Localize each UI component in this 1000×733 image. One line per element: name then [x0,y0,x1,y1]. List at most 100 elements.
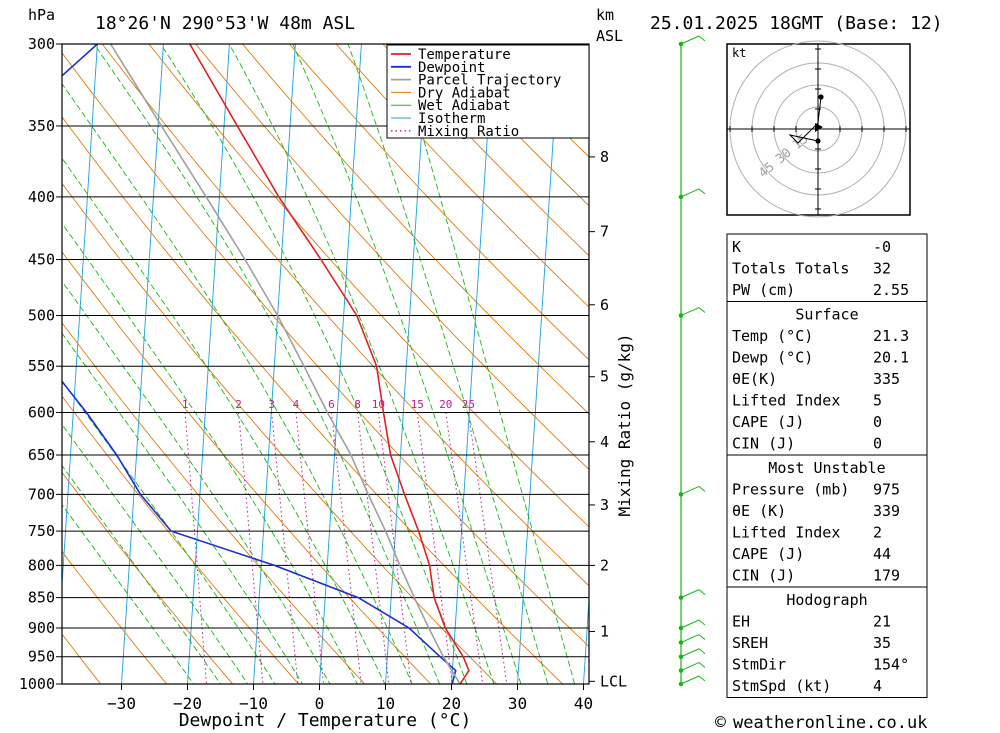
parcel-trajectory-line [109,44,461,684]
indices-value: 0 [873,413,882,431]
wind-barb [680,634,706,644]
indices-label: StmDir [732,656,786,674]
x-tick-label: 40 [574,694,593,713]
indices-label: θE(K) [732,370,777,388]
mixing-ratio-line [445,412,484,684]
height-unit-label: km [596,6,614,24]
wet-adiabat-line [93,44,441,684]
mixing-ratio-line [357,412,390,684]
x-tick-label: −10 [239,694,268,713]
indices-value: 179 [873,567,900,585]
x-tick-label: −30 [107,694,136,713]
mixing-ratio-axis-label: Mixing Ratio (g/kg) [615,333,634,516]
indices-label: CAPE (J) [732,413,804,431]
pressure-tick-label: 500 [28,307,55,325]
profile-lines [62,44,470,684]
wind-profile [678,35,706,687]
indices-value: 44 [873,545,891,563]
mixing-ratio-line [377,412,412,684]
dry-adiabat-line [241,44,589,415]
indices-box [726,586,928,698]
pressure-unit-label: hPa [28,6,55,24]
height-tick-label: 1 [600,623,609,641]
plot-frame [61,43,590,685]
copyright-symbol: © [715,712,726,733]
wet-adiabat-line [62,280,331,684]
isotherm-line [385,44,428,684]
dewpoint-line [62,44,457,684]
indices-box [726,301,928,456]
dry-adiabat-line [62,395,300,684]
indices-value: 335 [873,370,900,388]
indices-label: EH [732,613,750,631]
mixing-ratio-label: 4 [293,398,300,411]
mixing-ratio-label: 20 [439,398,452,411]
isotherm-line [121,44,164,684]
indices-box [726,454,928,588]
pressure-tick-label: 450 [28,251,55,269]
lcl-label: LCL [600,672,627,690]
x-tick-label: 0 [315,694,325,713]
mixing-ratio-label: 25 [462,398,475,411]
legend-label: Dewpoint [418,60,485,76]
legend-label: Isotherm [418,111,485,127]
indices-value: 975 [873,481,900,499]
hodograph-trace [788,96,822,144]
indices-label: Lifted Index [732,524,840,542]
hodograph-point [815,138,821,144]
indices-value: 0 [873,435,882,453]
wet-adiabat-line [62,423,249,684]
dry-adiabat-line [101,44,589,587]
pressure-tick-label: 350 [28,117,55,135]
indices-label: Temp (°C) [732,327,813,345]
wind-barb [680,662,706,671]
x-tick-label: 30 [508,694,527,713]
wind-barb [680,589,706,599]
wet-adiabat-line [160,44,468,684]
mixing-ratio-line [184,412,207,684]
indices-label: θE (K) [732,502,786,520]
dry-adiabat-line [195,44,589,471]
pressure-tick-label: 800 [28,556,55,574]
legend-label: Temperature [418,47,511,63]
dry-adiabat-line [62,633,102,684]
x-tick-label: −20 [173,694,202,713]
height-unit-label-2: ASL [596,27,623,45]
wind-barb [680,619,706,629]
legend-label: Mixing Ratio [418,124,519,140]
storm-motion-marker [815,123,823,132]
isotherm-line [0,44,31,684]
mixing-ratio-label: 2 [235,398,242,411]
mixing-ratio-label: 1 [182,398,189,411]
dry-adiabat-line [62,251,432,684]
wet-adiabat-line [62,464,222,684]
dry-adiabat-line [62,471,234,684]
indices-label: CIN (J) [732,435,795,453]
mixing-ratio-line [238,412,264,684]
mixing-ratio-line [330,412,362,684]
wind-barb [680,675,706,685]
mixing-ratio-line [271,412,299,684]
indices-value: 4 [873,677,882,695]
height-tick-label: 5 [600,368,609,386]
isotherm-line [451,44,494,684]
wind-barb [680,35,706,45]
mixing-ratio-line [467,412,508,684]
temperature-line [189,44,470,684]
x-axis-label: Dewpoint / Temperature (°C) [179,710,472,731]
dry-adiabat-line [382,44,589,257]
wind-barb [680,648,706,658]
wet-adiabat-line [292,44,522,684]
isotherm-line [187,44,230,684]
credit-text: weatheronline.co.uk [733,713,927,733]
mixing-ratio-label: 6 [328,398,335,411]
dry-adiabat-line [288,44,589,361]
wind-barb [680,188,706,198]
indices-label: Dewp (°C) [732,349,813,367]
indices-label: CAPE (J) [732,545,804,563]
dry-adiabat-line [62,322,366,684]
indices-value: 32 [873,260,891,278]
